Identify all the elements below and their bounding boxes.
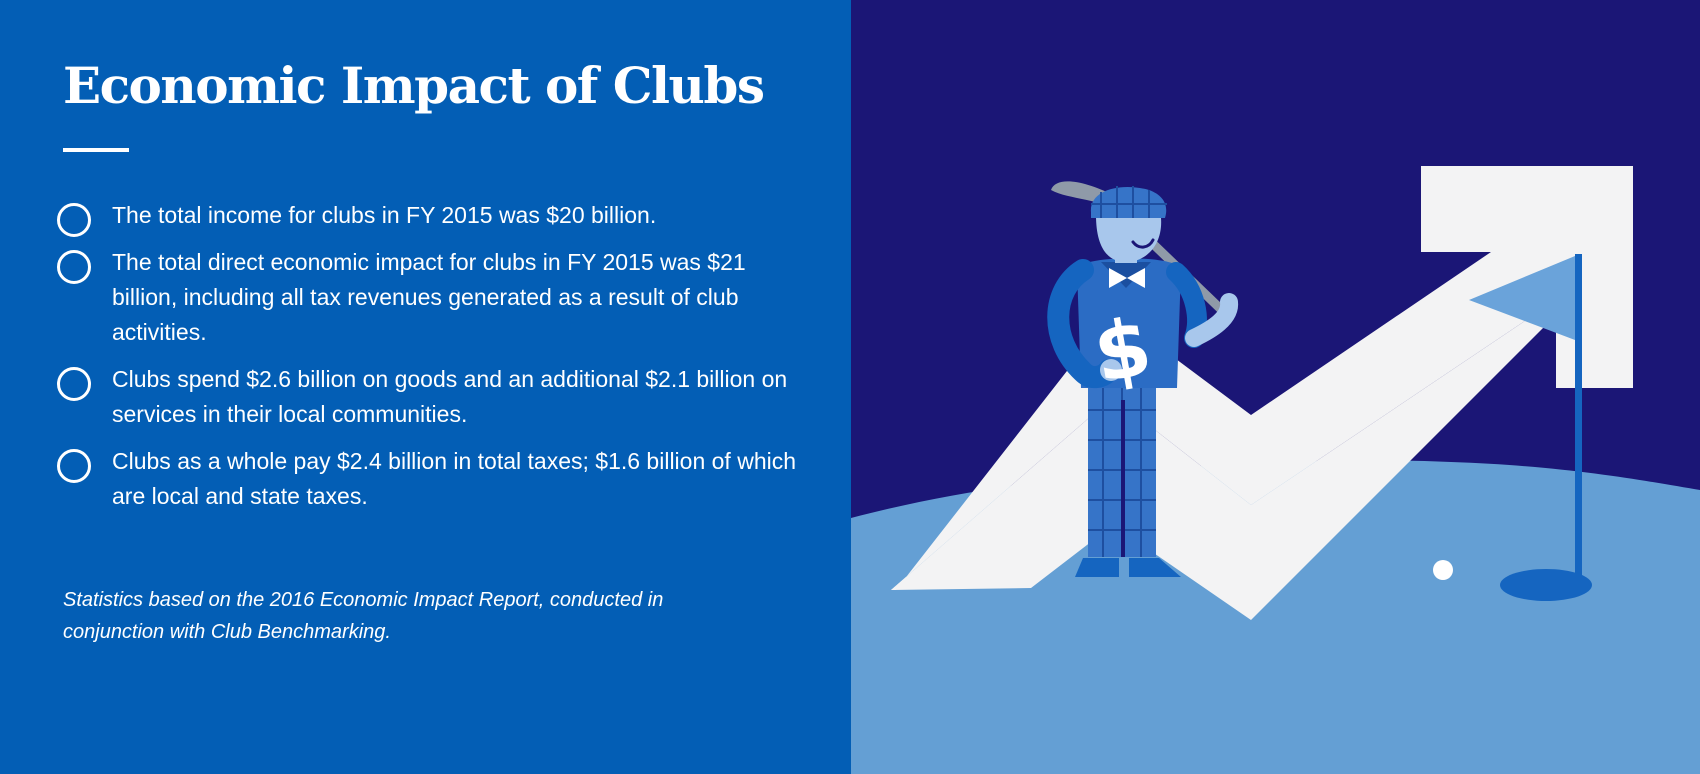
list-item-text: Clubs as a whole pay $2.4 billion in tot… bbox=[112, 448, 797, 509]
circle-bullet-icon bbox=[57, 250, 91, 284]
golfer-vest bbox=[1077, 258, 1181, 388]
title-underline bbox=[63, 148, 129, 152]
list-item: Clubs spend $2.6 billion on goods and an… bbox=[57, 362, 817, 432]
circle-bullet-icon bbox=[57, 203, 91, 237]
golfer-shoes bbox=[1075, 558, 1181, 577]
golfer-cap bbox=[1090, 186, 1167, 218]
trend-arrow bbox=[891, 166, 1633, 590]
source-footnote: Statistics based on the 2016 Economic Im… bbox=[63, 589, 664, 643]
text-panel: Economic Impact of Clubs The total incom… bbox=[0, 0, 851, 774]
list-item-text: Clubs spend $2.6 billion on goods and an… bbox=[112, 366, 788, 427]
list-item: The total income for clubs in FY 2015 wa… bbox=[57, 198, 817, 237]
golfer-illustration: $ bbox=[851, 166, 1700, 774]
golf-ball bbox=[1433, 560, 1453, 580]
golfer-left-arm bbox=[1047, 259, 1120, 388]
circle-bullet-icon bbox=[57, 449, 91, 483]
list-item-text: The total direct economic impact for clu… bbox=[112, 249, 746, 345]
statistics-list: The total income for clubs in FY 2015 wa… bbox=[57, 198, 817, 514]
illustration-panel: $ bbox=[851, 0, 1700, 774]
golf-hole bbox=[1500, 569, 1592, 601]
page-title: Economic Impact of Clubs bbox=[63, 56, 765, 115]
list-item: The total direct economic impact for clu… bbox=[57, 245, 817, 350]
flag bbox=[1469, 256, 1575, 340]
list-item: Clubs as a whole pay $2.4 billion in tot… bbox=[57, 444, 817, 514]
circle-bullet-icon bbox=[57, 367, 91, 401]
flag-pole bbox=[1575, 254, 1582, 594]
list-item-text: The total income for clubs in FY 2015 wa… bbox=[112, 202, 657, 228]
